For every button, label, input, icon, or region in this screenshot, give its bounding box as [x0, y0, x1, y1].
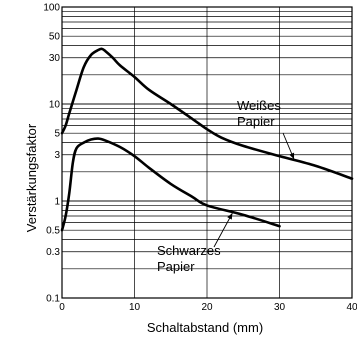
- annotation-label-weisses-papier: Papier: [237, 114, 275, 129]
- annotation-arrow-schwarzes-papier: [213, 212, 233, 248]
- annotation-arrowhead-schwarzes-papier: [227, 213, 233, 220]
- series-line-weisses-papier: [60, 47, 354, 180]
- y-tick-label: 3: [54, 150, 60, 161]
- x-axis-title: Schaltabstand (mm): [147, 320, 263, 335]
- y-tick-label: 50: [49, 32, 61, 43]
- y-axis-title: Verstärkungsfaktor: [24, 123, 39, 232]
- y-tick-label: 1: [54, 197, 60, 208]
- annotation-label-schwarzes-papier: Papier: [157, 259, 195, 274]
- y-tick-label: 0.5: [46, 226, 60, 237]
- x-tick-label: 30: [274, 302, 286, 313]
- y-tick-label: 100: [43, 3, 60, 14]
- y-tick-label: 5: [54, 129, 60, 140]
- x-tick-label: 10: [129, 302, 141, 313]
- y-tick-label: 0.1: [46, 294, 60, 305]
- x-tick-label: 40: [346, 302, 357, 313]
- annotation-arrowhead-weisses-papier: [289, 152, 295, 160]
- x-tick-label: 0: [59, 302, 65, 313]
- x-tick-label: 20: [201, 302, 213, 313]
- annotation-label-schwarzes-papier: Schwarzes: [157, 243, 221, 258]
- y-tick-labels: 0.1 0.3 0.5 1 3 5 10 30 50 100: [43, 3, 60, 305]
- series-lines: [60, 47, 354, 232]
- y-tick-label: 10: [49, 100, 61, 111]
- y-tick-label: 0.3: [46, 247, 60, 258]
- y-tick-label: 30: [49, 53, 61, 64]
- annotation-label-weisses-papier: Weißes: [237, 98, 281, 113]
- plot-frame: [61, 6, 353, 299]
- series-line-schwarzes-papier: [60, 137, 281, 232]
- x-tick-labels: 0 10 20 30 40: [59, 302, 357, 313]
